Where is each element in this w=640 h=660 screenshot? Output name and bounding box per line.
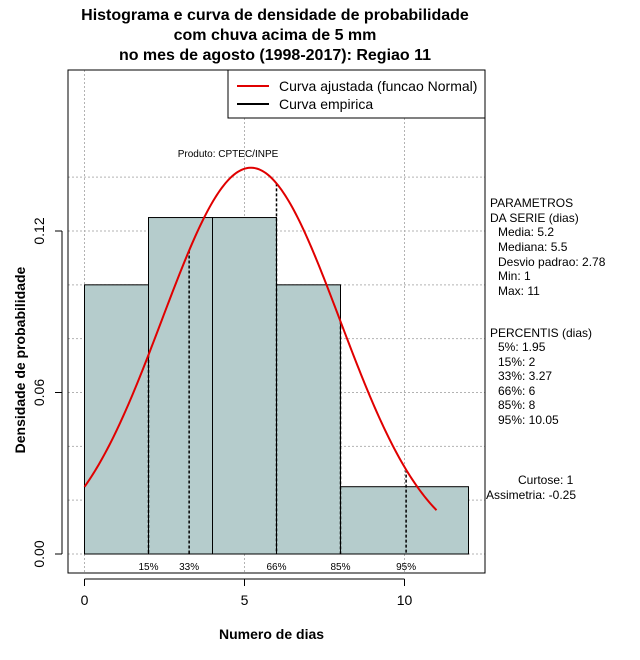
chart-title-line-2: com chuva acima de 5 mm: [173, 27, 377, 44]
parametros-mediana: Mediana: 5.5: [498, 240, 568, 254]
histogram-bar-1: [148, 217, 213, 555]
producer-annotation: Produto: CPTEC/INPE: [178, 149, 279, 160]
curtose-value: Curtose: 1: [518, 473, 574, 487]
legend-label-0: Curva ajustada (funcao Normal): [279, 78, 477, 94]
histogram-bar-2: [212, 217, 277, 555]
chart-title-line-1: Histograma e curva de densidade de proba…: [81, 7, 469, 24]
percentile-label-4: 95%: [396, 562, 416, 573]
percentis-heading: PERCENTIS (dias): [490, 326, 593, 340]
parametros-heading-2: DA SERIE (dias): [490, 211, 579, 225]
x-tick-label-1: 5: [241, 592, 249, 608]
fitted-normal-curve: [83, 166, 438, 511]
y-tick-label-2: 0.12: [31, 217, 47, 244]
percentile-label-1: 33%: [179, 562, 199, 573]
y-tick-label-0: 0.00: [31, 540, 47, 567]
x-tick-label-0: 0: [81, 592, 89, 608]
parametros-heading-1: PARAMETROS: [490, 196, 574, 210]
percentil-5: 5%: 1.95: [498, 340, 546, 354]
percentil-66: 66%: 6: [498, 384, 536, 398]
histogram-bar-3: [276, 284, 341, 555]
chart-title-line-3: no mes de agosto (1998-2017): Regiao 11: [118, 47, 432, 64]
percentil-15: 15%: 2: [498, 355, 536, 369]
percentile-label-0: 15%: [138, 562, 158, 573]
percentil-85: 85%: 8: [498, 398, 536, 412]
x-axis-title: Numero de dias: [219, 626, 325, 642]
y-tick-label-1: 0.06: [31, 379, 47, 406]
assimetria-value: Assimetria: -0.25: [486, 488, 577, 502]
percentil-33: 33%: 3.27: [498, 369, 553, 383]
x-tick-label-2: 10: [397, 592, 413, 608]
parametros-media: Media: 5.2: [498, 225, 555, 239]
y-axis-title: Densidade de probabilidade: [12, 266, 28, 454]
percentil-95: 95%: 10.05: [498, 413, 559, 427]
parametros-min: Min: 1: [498, 269, 531, 283]
legend-box: [227, 69, 486, 119]
percentile-label-3: 85%: [330, 562, 350, 573]
percentile-label-2: 66%: [266, 562, 286, 573]
histogram-bar-0: [84, 284, 149, 555]
legend-label-1: Curva empirica: [279, 96, 373, 112]
parametros-desvio: Desvio padrao: 2.78: [498, 255, 606, 269]
parametros-max: Max: 11: [498, 284, 540, 298]
histogram-bar-4: [340, 486, 469, 555]
